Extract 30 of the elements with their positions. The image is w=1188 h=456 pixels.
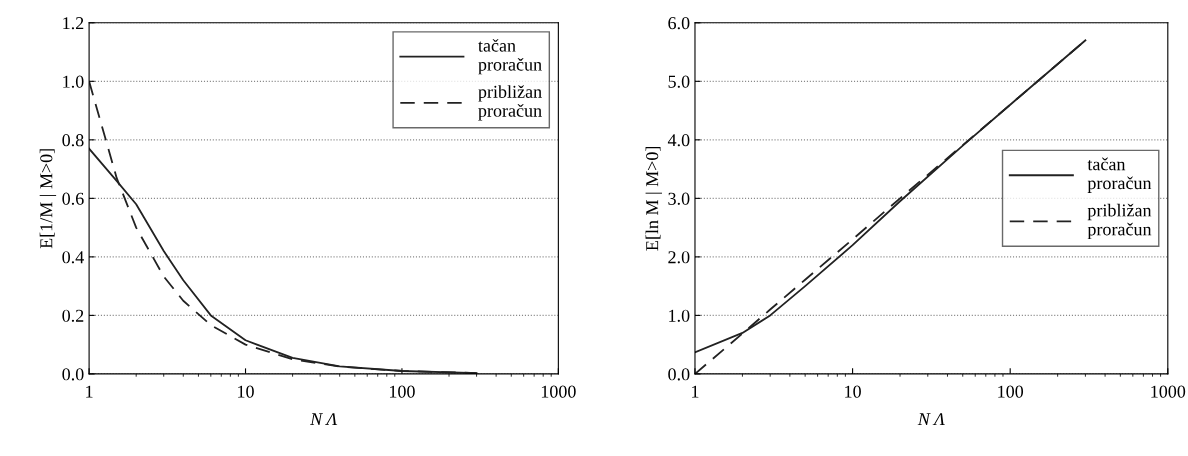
y-tick-label: 1.0 <box>669 309 690 322</box>
legend-label: tačan proračun <box>478 39 542 75</box>
y-tick-label: 0.2 <box>62 309 84 322</box>
x-axis-title: N Λ <box>917 413 945 426</box>
y-tick-label: 0.4 <box>62 251 84 264</box>
y-tick-label: 6.0 <box>668 17 690 30</box>
y-tick-label: 0.8 <box>62 134 84 147</box>
y-tick-label: 1.0 <box>63 75 84 88</box>
y-tick-label: 4.0 <box>667 134 690 147</box>
y-tick-label: 5.0 <box>668 75 690 88</box>
x-tick-label: 10 <box>845 385 861 398</box>
y-tick-label: 0.0 <box>668 368 690 381</box>
y-axis-title: E[ln M | M>0] <box>645 146 662 251</box>
y-axis-title: E[1/M | M>0] <box>39 149 57 249</box>
x-tick-label: 1000 <box>1151 385 1186 398</box>
x-tick-label: 10 <box>238 385 254 398</box>
x-tick-label: 1 <box>692 385 699 398</box>
x-tick-label: 100 <box>389 385 415 398</box>
x-tick-label: 1000 <box>541 385 576 398</box>
y-tick-label: 3.0 <box>668 192 690 205</box>
y-tick-label: 2.0 <box>668 251 690 264</box>
legend-label: približan proračun <box>1087 203 1152 240</box>
x-axis-title: N Λ <box>310 413 338 426</box>
legend-label: približan proračun <box>478 85 542 121</box>
y-tick-label: 0.0 <box>62 368 84 381</box>
y-tick-label: 1.2 <box>63 17 84 30</box>
y-tick-label: 0.6 <box>62 192 84 205</box>
legend-label: tačan proračun <box>1087 157 1152 193</box>
x-tick-label: 100 <box>998 385 1024 398</box>
x-tick-label: 1 <box>86 385 93 398</box>
